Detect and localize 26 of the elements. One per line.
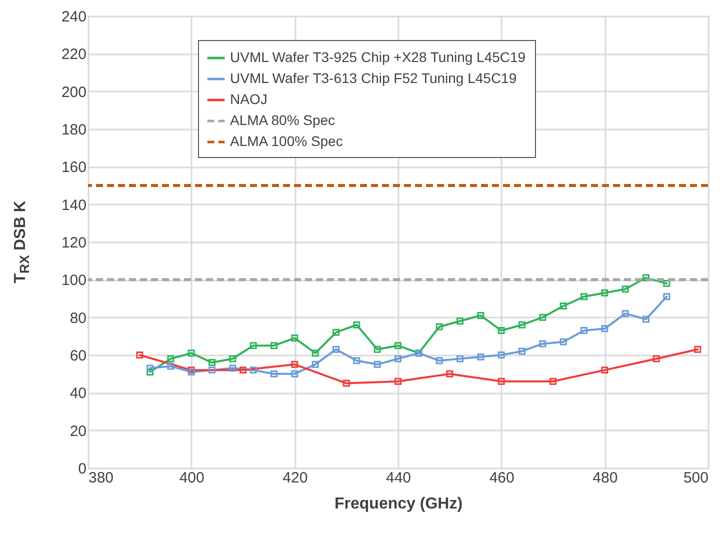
y-tick-label: 180	[61, 122, 86, 138]
x-axis-title: Frequency (GHz)	[334, 496, 463, 512]
y-tick-label: 0	[78, 460, 86, 478]
x-tick-label: 440	[386, 470, 412, 486]
y-tick-label: 160	[61, 159, 86, 176]
x-tick-label: 500	[683, 470, 708, 486]
x-tick-label: 400	[179, 470, 204, 486]
y-tick-label: 40	[70, 385, 86, 402]
legend-label: ALMA 80% Spec	[230, 112, 336, 128]
y-tick-label: 220	[61, 46, 86, 64]
legend-label: UVML Wafer T3-925 Chip +X28 Tuning L45C19	[230, 49, 526, 65]
legend-label: NAOJ	[230, 91, 268, 107]
y-tick-label: 240	[61, 8, 86, 26]
x-tick-label: 420	[282, 470, 308, 486]
y-tick-label: 100	[61, 272, 86, 290]
y-tick-label: 20	[70, 422, 86, 440]
y-tick-label: 80	[70, 310, 86, 327]
legend-label: UVML Wafer T3-613 Chip F52 Tuning L45C19	[230, 70, 517, 86]
x-tick-label: 460	[489, 470, 514, 486]
x-tick-label: 480	[592, 470, 618, 486]
legend-label: ALMA 100% Spec	[230, 133, 343, 149]
y-tick-label: 200	[61, 84, 86, 101]
y-tick-label: 140	[61, 196, 86, 214]
y-tick-label: 60	[70, 348, 86, 364]
y-tick-label: 120	[61, 234, 86, 252]
x-tick-label: 380	[88, 470, 114, 486]
